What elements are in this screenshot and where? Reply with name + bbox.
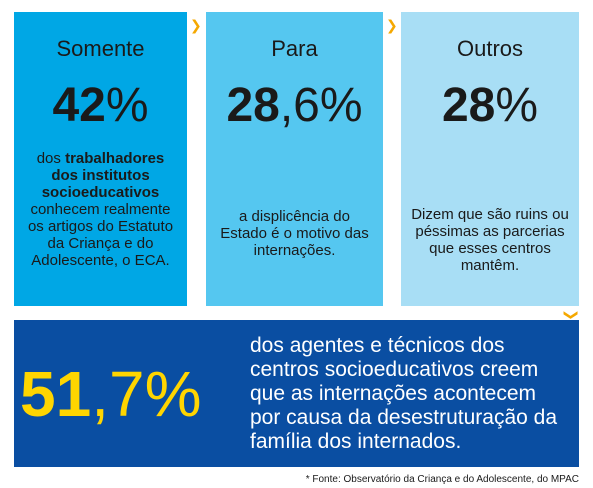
- card-big-number: 28,6%: [206, 76, 383, 136]
- big-number-suffix: ,6%: [279, 79, 363, 132]
- chevron-right-icon: ❯: [386, 17, 398, 33]
- big-number-value: 28: [226, 79, 280, 132]
- banner-number-suffix: ,7%: [91, 358, 202, 430]
- stat-card-2: Para 28,6% a displicência do Estado é o …: [206, 12, 383, 306]
- big-number-suffix: %: [495, 79, 539, 132]
- big-number-value: 42: [52, 79, 106, 132]
- card-description: a displicência do Estado é o motivo das …: [220, 208, 369, 259]
- banner-big-number: 51,7%: [20, 358, 201, 430]
- source-note: * Fonte: Observatório da Criança e do Ad…: [305, 474, 579, 485]
- banner-text: dos agentes e técnicos dos centros socio…: [250, 334, 558, 453]
- big-number-value: 28: [441, 79, 496, 132]
- desc-prefix: dos: [36, 150, 66, 167]
- stat-card-3: Outros 28% Dizem que são ruins ou péssim…: [401, 12, 579, 306]
- card-heading: Somente: [56, 36, 145, 61]
- card-heading: Para: [271, 36, 318, 61]
- card-description: Dizem que são ruins ou péssimas as parce…: [411, 206, 569, 274]
- desc-rest: conhecem realmente os artigos do Estatut…: [27, 201, 174, 269]
- card-big-number: 42%: [14, 76, 187, 136]
- highlight-banner: 51,7% dos agentes e técnicos dos centros…: [14, 320, 579, 467]
- card-heading: Outros: [456, 36, 524, 61]
- chevron-right-icon: ❯: [190, 17, 202, 33]
- desc-bold: trabalhadores dos institutos socioeducat…: [41, 150, 165, 201]
- card-big-number: 28%: [401, 76, 579, 136]
- banner-number-value: 51: [20, 358, 92, 430]
- stat-card-1: Somente 42% dos trabalhadores dos instit…: [14, 12, 187, 306]
- card-description: dos trabalhadores dos institutos socioed…: [22, 150, 179, 269]
- big-number-suffix: %: [105, 79, 149, 132]
